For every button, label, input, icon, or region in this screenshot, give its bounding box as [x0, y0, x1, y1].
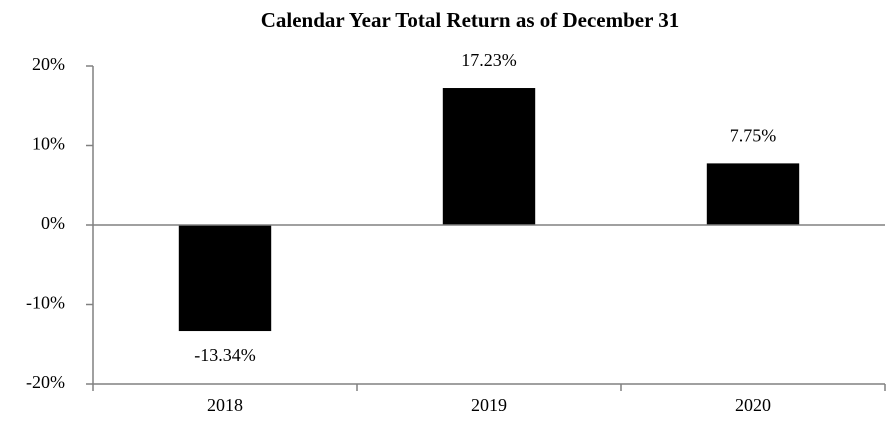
y-tick-label: 10%	[32, 134, 65, 154]
value-label: 17.23%	[461, 50, 517, 70]
x-tick-label: 2018	[207, 395, 243, 415]
x-tick-label: 2020	[735, 395, 771, 415]
y-tick-label: 20%	[32, 54, 65, 74]
bar	[442, 88, 536, 225]
y-tick-label: 0%	[41, 213, 65, 233]
bar	[178, 225, 272, 332]
bar	[706, 163, 800, 225]
y-tick-label: -20%	[26, 372, 65, 392]
value-label: 7.75%	[730, 126, 777, 146]
value-label: -13.34%	[194, 345, 256, 365]
y-tick-label: -10%	[26, 293, 65, 313]
chart-title: Calendar Year Total Return as of Decembe…	[261, 8, 680, 32]
x-tick-label: 2019	[471, 395, 507, 415]
